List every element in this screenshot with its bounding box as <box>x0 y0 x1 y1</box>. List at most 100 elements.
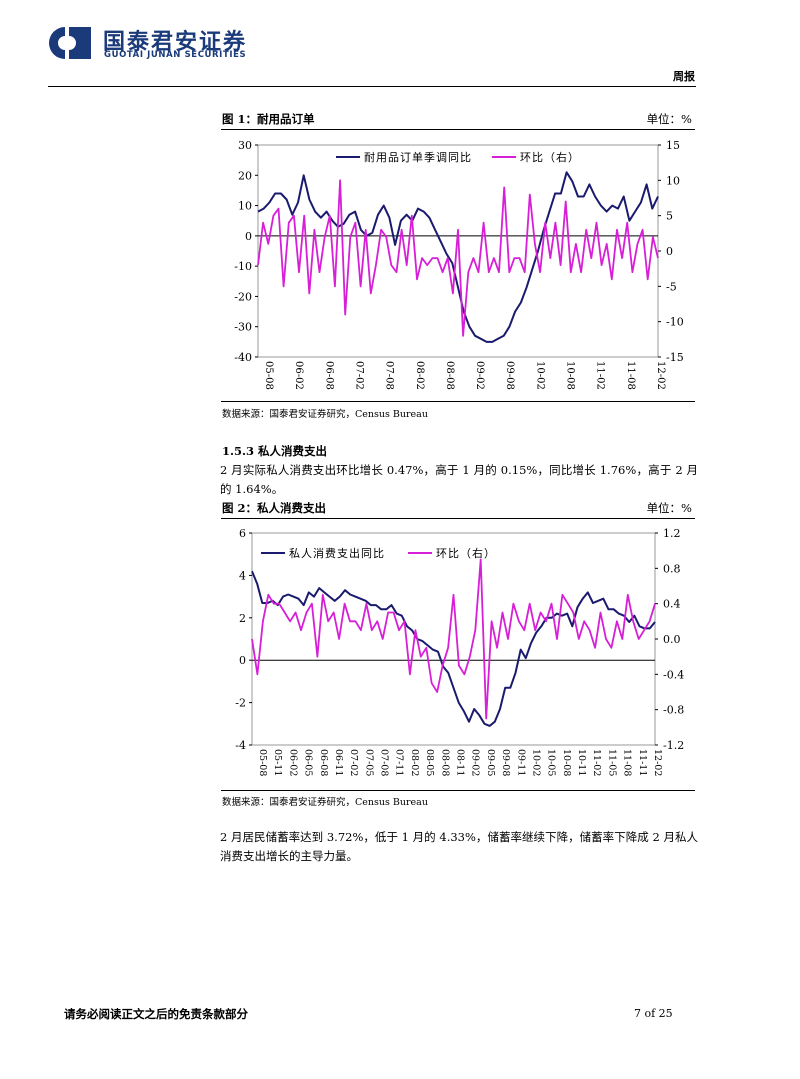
y-tick-label: -40 <box>234 351 252 364</box>
y-tick-label: -4 <box>235 739 246 752</box>
figure2-bottom-rule <box>221 790 695 791</box>
y-tick-label: 4 <box>239 569 246 582</box>
x-tick-label: 08-02 <box>414 361 425 390</box>
figure1-bottom-rule <box>221 401 695 402</box>
x-tick-label: 09-08 <box>504 361 515 390</box>
x-tick-label: 10-02 <box>534 361 545 390</box>
x-tick-label: 10-02 <box>530 749 541 776</box>
figure1-title: 图 1：耐用品订单 <box>222 112 315 126</box>
y2-tick-label: 1.2 <box>663 527 681 540</box>
page-number: 7 of 25 <box>634 1007 673 1020</box>
series-line-yoy <box>257 171 659 343</box>
x-tick-label: 08-05 <box>424 749 435 776</box>
x-tick-label: 11-08 <box>622 749 633 776</box>
series-line-mom <box>257 179 659 337</box>
x-tick-label: 09-02 <box>470 749 481 776</box>
x-tick-label: 09-08 <box>500 749 511 776</box>
y-tick-label: -30 <box>234 321 252 334</box>
y-tick-label: -10 <box>234 260 252 273</box>
x-tick-label: 11-08 <box>625 361 636 390</box>
y2-tick-label: -5 <box>666 280 677 293</box>
figure1-source: 数据来源：国泰君安证券研究，Census Bureau <box>222 409 428 420</box>
legend-label-mom: 环比（右） <box>436 546 496 560</box>
figure1-chart: 30 20 10 0 -10 -20 -30 -40 15 10 5 0 -5 -10 -15 05-08 06… <box>234 139 684 390</box>
x-tick-label: 08-08 <box>444 361 455 390</box>
x-tick-label: 06-02 <box>287 749 298 776</box>
x-tick-label: 12-02 <box>652 749 663 776</box>
x-tick-label: 11-02 <box>591 749 602 776</box>
x-tick-label: 06-08 <box>318 749 329 776</box>
section-paragraph: 2 月实际私人消费支出环比增长 0.47%，高于 1 月的 0.15%，同比增长… <box>220 463 698 496</box>
y-tick-label: -20 <box>234 290 252 303</box>
y-tick-label: 30 <box>238 139 252 152</box>
y-tick-label: 10 <box>238 200 252 213</box>
legend-label-yoy: 私人消费支出同比 <box>289 546 385 560</box>
x-tick-label: 10-08 <box>565 361 576 390</box>
company-name-cn: 国泰君安证券 <box>103 30 248 55</box>
figure1-unit: 单位：% <box>646 112 692 126</box>
legend-label-yoy: 耐用品订单季调同比 <box>364 151 472 164</box>
x-tick-label: 05-08 <box>263 361 274 390</box>
x-tick-label: 08-02 <box>409 749 420 776</box>
series-line-mom <box>251 558 656 720</box>
y2-tick-label: 5 <box>666 210 673 223</box>
x-tick-label: 06-05 <box>303 749 314 776</box>
x-tick-label: 11-11 <box>637 749 648 776</box>
y2-tick-label: 10 <box>666 174 680 187</box>
company-logo <box>49 27 91 59</box>
report-type-label: 周报 <box>673 70 695 83</box>
x-tick-label: 07-08 <box>384 361 395 390</box>
x-tick-label: 06-11 <box>333 749 344 776</box>
footer-disclaimer: 请务必阅读正文之后的免责条款部分 <box>64 1007 248 1021</box>
y2-tick-label: 0.4 <box>663 598 681 611</box>
x-tick-label: 06-08 <box>323 361 334 390</box>
y2-tick-label: -10 <box>666 316 684 329</box>
y2-tick-label: 0.8 <box>663 562 681 575</box>
series-line-yoy <box>251 570 656 727</box>
x-tick-label: 08-08 <box>439 749 450 776</box>
y2-tick-label: -0.8 <box>663 704 684 717</box>
x-tick-label: 06-02 <box>293 361 304 390</box>
x-tick-label: 07-05 <box>363 749 374 776</box>
y2-tick-label: 15 <box>666 139 680 152</box>
y-tick-label: -2 <box>235 697 246 710</box>
x-tick-label: 10-11 <box>576 749 587 776</box>
y2-tick-label: -0.4 <box>663 668 684 681</box>
y2-tick-label: 0 <box>666 245 673 258</box>
x-tick-label: 09-11 <box>515 749 526 776</box>
plot-area-frame <box>257 144 659 358</box>
x-tick-label: 08-11 <box>455 749 466 776</box>
legend-label-mom: 环比（右） <box>520 150 580 164</box>
figure2-chart: 6 4 2 0 -2 -4 1.2 0.8 0.4 0.0 -0.4 -0.8 -1.2 05-08 05-… <box>235 527 684 776</box>
x-tick-label: 10-05 <box>546 749 557 776</box>
x-tick-label: 07-02 <box>353 361 364 390</box>
figure2-top-rule <box>221 518 695 519</box>
y-tick-label: 0 <box>245 230 252 243</box>
y-tick-label: 2 <box>239 612 246 625</box>
figure2-source: 数据来源：国泰君安证券研究，Census Bureau <box>222 797 428 808</box>
y2-tick-label: -1.2 <box>663 739 684 752</box>
x-tick-label: 09-02 <box>474 361 485 390</box>
header-divider <box>48 86 696 87</box>
company-name-en: GUOTAI JUNAN SECURITIES <box>104 50 247 60</box>
x-tick-label: 11-05 <box>606 749 617 776</box>
x-tick-label: 07-11 <box>394 749 405 776</box>
x-tick-label: 09-05 <box>485 749 496 776</box>
x-tick-label: 07-02 <box>348 749 359 776</box>
y2-tick-label: 0.0 <box>663 633 681 646</box>
section-title: 1.5.3 私人消费支出 <box>222 444 328 458</box>
figure2-unit: 单位：% <box>646 501 692 515</box>
x-tick-label: 07-08 <box>379 749 390 776</box>
figure2-title: 图 2：私人消费支出 <box>222 501 327 515</box>
y2-tick-label: -15 <box>666 351 684 364</box>
x-tick-label: 11-02 <box>595 361 606 390</box>
x-tick-label: 05-11 <box>272 749 283 776</box>
figure1-top-rule <box>221 129 695 130</box>
y-tick-label: 0 <box>239 654 246 667</box>
savings-paragraph: 2 月居民储蓄率达到 3.72%，低于 1 月的 4.33%，储蓄率继续下降，储… <box>220 830 698 863</box>
x-tick-label: 12-02 <box>655 361 666 390</box>
x-tick-label: 05-08 <box>257 749 268 776</box>
x-tick-label: 10-08 <box>561 749 572 776</box>
y-tick-label: 20 <box>238 169 252 182</box>
plot-area-frame <box>251 532 656 746</box>
